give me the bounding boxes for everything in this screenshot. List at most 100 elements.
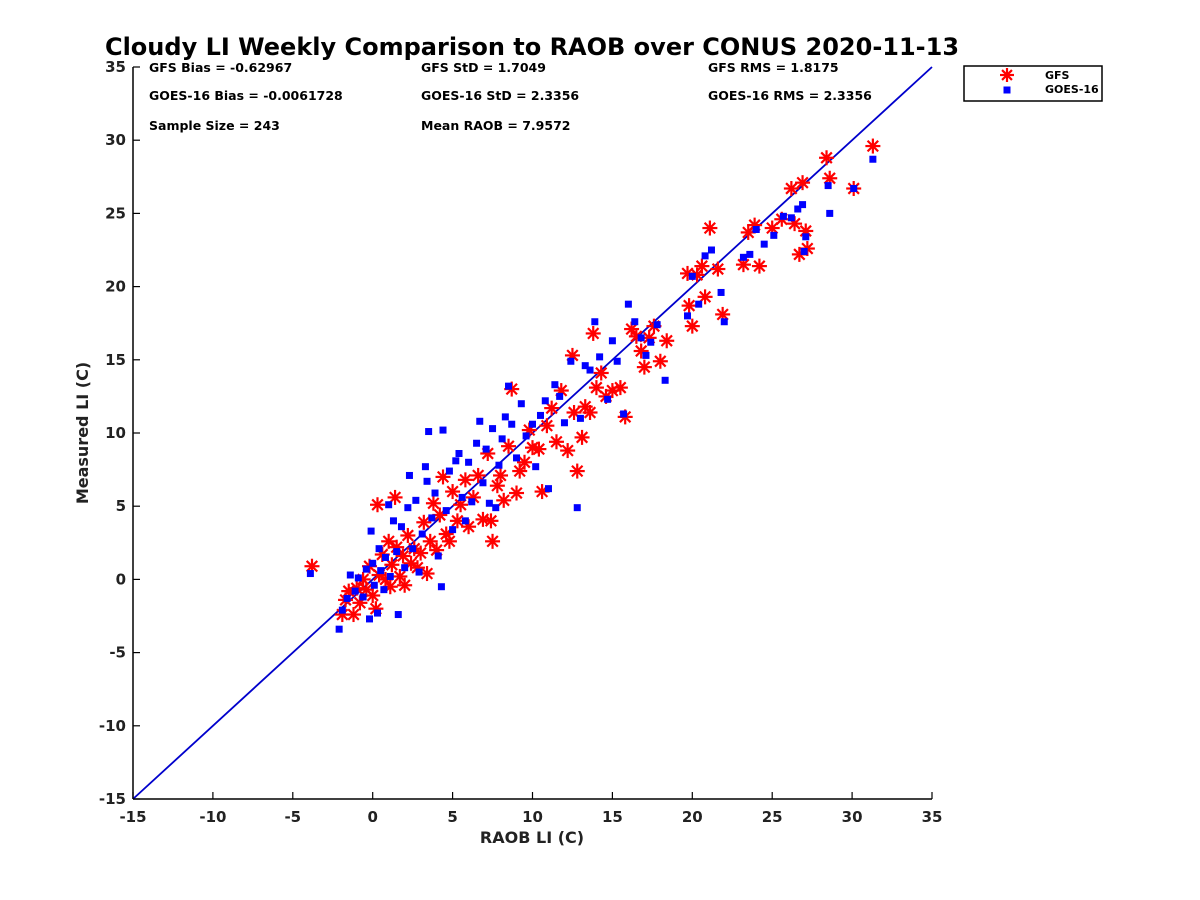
goes16-point	[369, 559, 377, 567]
stat-gfs-rms: GFS RMS = 1.8175	[708, 60, 839, 75]
series-goes16	[306, 155, 877, 633]
gfs-point	[569, 463, 585, 479]
goes16-point	[707, 246, 715, 254]
goes16-point	[386, 572, 394, 580]
goes16-point	[498, 435, 506, 443]
x-axis-label: RAOB LI (C)	[480, 828, 584, 847]
gfs-point	[517, 454, 533, 470]
goes16-point	[760, 240, 768, 248]
y-tick-label: 10	[105, 424, 126, 442]
goes16-point	[799, 201, 807, 209]
goes16-point	[405, 471, 413, 479]
gfs-point	[548, 434, 564, 450]
goes16-point	[458, 493, 466, 501]
x-tick-label: -10	[199, 808, 226, 826]
goes16-point	[404, 504, 412, 512]
goes16-point	[434, 552, 442, 560]
goes16-point	[385, 501, 393, 509]
gfs-point	[681, 298, 697, 314]
legend-box	[963, 65, 1103, 102]
goes16-point	[695, 300, 703, 308]
gfs-point	[489, 478, 505, 494]
goes16-point	[465, 458, 473, 466]
goes16-point	[746, 250, 754, 258]
goes16-point	[536, 411, 544, 419]
stat-gfs-bias: GFS Bias = -0.62967	[149, 60, 292, 75]
goes16-point	[485, 499, 493, 507]
goes16-point	[394, 611, 402, 619]
goes16-point	[335, 625, 343, 633]
gfs-point	[636, 359, 652, 375]
gfs-point	[397, 577, 413, 593]
goes16-point	[421, 463, 429, 471]
goes16-point	[482, 445, 490, 453]
gfs-point	[819, 150, 835, 166]
goes16-point	[544, 485, 552, 493]
stat-goes-bias: GOES-16 Bias = -0.0061728	[149, 88, 343, 103]
goes16-point	[306, 570, 314, 578]
goes16-point	[381, 553, 389, 561]
stat-goes-rms: GOES-16 RMS = 2.3356	[708, 88, 872, 103]
goes16-point	[541, 397, 549, 405]
x-tick-label: -5	[284, 808, 301, 826]
legend: GFS GOES-16	[963, 65, 1103, 102]
goes16-point	[581, 362, 589, 370]
goes16-point	[591, 318, 599, 326]
goes16-point	[824, 182, 832, 190]
stat-gfs-std: GFS StD = 1.7049	[421, 60, 546, 75]
x-tick-label: 5	[447, 808, 457, 826]
goes16-point	[409, 545, 417, 553]
gfs-point	[496, 492, 512, 508]
goes16-point	[367, 527, 375, 535]
goes16-point	[653, 321, 661, 329]
y-tick-label: 30	[105, 131, 126, 149]
goes16-point	[513, 454, 521, 462]
goes16-point	[461, 517, 469, 525]
goes16-point	[437, 583, 445, 591]
goes16-point	[366, 615, 374, 623]
goes16-point	[752, 226, 760, 234]
goes16-point	[393, 548, 401, 556]
x-tick-label: 25	[762, 808, 783, 826]
goes16-point	[850, 185, 858, 193]
goes16-point	[495, 461, 503, 469]
goes16-point	[423, 477, 431, 485]
gfs-point	[624, 321, 640, 337]
goes16-point	[608, 337, 616, 345]
goes16-point	[343, 594, 351, 602]
series-layer	[304, 138, 881, 633]
gfs-point	[652, 353, 668, 369]
goes16-point	[442, 507, 450, 515]
goes16-point	[522, 432, 530, 440]
goes16-point	[642, 351, 650, 359]
gfs-point	[684, 318, 700, 334]
legend-marker-gfs	[1000, 68, 1014, 82]
goes16-point	[556, 392, 564, 400]
gfs-point	[493, 467, 509, 483]
goes16-point	[380, 586, 388, 594]
gfs-point	[560, 443, 576, 459]
y-tick-label: -5	[109, 644, 126, 662]
goes16-point	[455, 449, 463, 457]
gfs-point	[694, 258, 710, 274]
goes16-point	[401, 564, 409, 572]
gfs-point	[445, 484, 461, 500]
goes16-point	[452, 457, 460, 465]
goes16-point	[701, 252, 709, 260]
goes16-point	[684, 312, 692, 320]
gfs-point	[612, 380, 628, 396]
goes16-point	[739, 253, 747, 261]
goes16-point	[529, 420, 536, 428]
goes16-point	[505, 382, 513, 390]
goes16-point	[826, 209, 834, 217]
goes16-point	[359, 593, 367, 601]
goes16-point	[647, 338, 655, 346]
gfs-point	[509, 485, 525, 501]
goes16-point	[800, 247, 808, 255]
gfs-point	[485, 533, 501, 549]
goes16-point	[620, 410, 628, 418]
gfs-point	[544, 400, 560, 416]
legend-marker-gfs-shape	[1000, 68, 1014, 82]
gfs-point	[413, 545, 429, 561]
goes16-point	[377, 567, 385, 575]
